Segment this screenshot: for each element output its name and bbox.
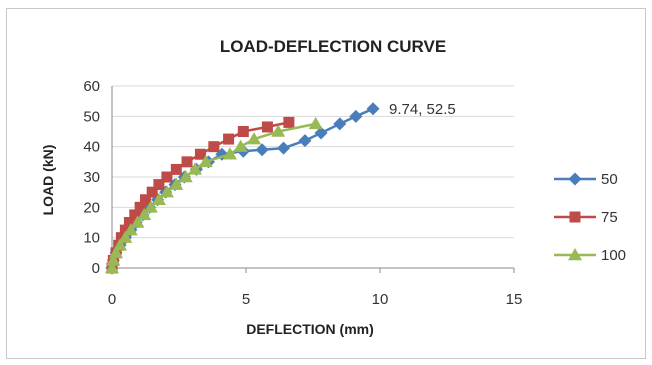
data-point-75: [261, 121, 273, 133]
data-point-50: [255, 143, 269, 157]
data-point-100: [271, 124, 286, 137]
data-point-75: [123, 217, 135, 228]
data-label: 9.74, 52.5: [389, 101, 456, 118]
data-point-75: [134, 201, 146, 213]
data-point-100: [109, 245, 124, 259]
data-point-75: [208, 141, 220, 153]
legend-item-50: 50: [554, 171, 618, 188]
annotations-layer: 9.74, 52.5: [389, 101, 456, 118]
legend-item-75: 75: [554, 209, 618, 226]
series-layer: [105, 102, 380, 275]
data-point-100: [159, 185, 174, 198]
data-point-75: [161, 171, 173, 183]
data-point-100: [113, 238, 128, 251]
y-tick-label: 60: [83, 78, 100, 95]
data-point-100: [118, 230, 133, 243]
data-point-100: [106, 253, 121, 266]
y-tick-label: 20: [83, 199, 100, 216]
x-tick-label: 5: [242, 291, 250, 308]
data-point-75: [283, 116, 295, 128]
x-tick-label: 10: [372, 291, 389, 308]
data-point-50: [298, 134, 312, 148]
data-point-100: [188, 162, 203, 175]
legend-marker: [568, 248, 582, 261]
data-point-100: [308, 116, 323, 130]
data-point-100: [178, 170, 193, 183]
legend-item-100: 100: [554, 247, 626, 264]
data-point-100: [143, 200, 158, 213]
legend-marker: [568, 172, 582, 186]
data-point-75: [115, 232, 127, 244]
legend-label: 100: [601, 247, 626, 264]
data-point-75: [119, 224, 131, 236]
y-tick-label: 30: [83, 169, 100, 186]
data-point-50: [349, 109, 363, 123]
data-point-75: [129, 209, 141, 221]
legend: 50 75 100: [554, 171, 626, 264]
legend-label: 75: [601, 209, 618, 226]
data-point-75: [146, 186, 158, 198]
data-point-50: [333, 117, 347, 131]
data-point-100: [123, 223, 138, 236]
data-point-50: [366, 102, 380, 116]
data-point-100: [233, 139, 248, 152]
y-tick-label: 0: [92, 260, 100, 277]
data-point-50: [277, 141, 291, 155]
x-tick-label: 0: [108, 291, 116, 308]
data-point-75: [223, 133, 235, 145]
legend-label: 50: [601, 171, 618, 188]
data-point-75: [181, 156, 193, 168]
data-point-75: [170, 163, 182, 175]
y-axis-title: LOAD (kN): [40, 145, 56, 216]
data-point-100: [169, 177, 184, 190]
tick-labels: 0 10 20 30 40 50 60 0 5 10 15: [83, 78, 522, 308]
data-point-100: [137, 207, 152, 221]
data-point-75: [153, 179, 165, 191]
chart-title: LOAD-DEFLECTION CURVE: [220, 37, 446, 56]
chart-frame: [6, 8, 646, 359]
x-axis-title: DEFLECTION (mm): [246, 321, 374, 337]
data-point-75: [194, 148, 206, 160]
data-point-100: [151, 192, 166, 205]
legend-marker: [569, 211, 581, 223]
data-point-100: [222, 147, 237, 160]
series-75: [106, 116, 295, 274]
y-tick-label: 50: [83, 108, 100, 125]
data-point-50: [314, 126, 328, 140]
data-point-75: [237, 126, 249, 137]
series-100: [105, 116, 323, 274]
data-point-75: [140, 194, 151, 206]
data-point-100: [130, 215, 145, 228]
y-tick-label: 40: [83, 139, 100, 156]
x-tick-label: 15: [506, 291, 523, 308]
data-point-100: [247, 132, 262, 145]
data-point-100: [198, 154, 213, 168]
y-tick-label: 10: [83, 230, 100, 247]
data-point-100: [105, 261, 119, 274]
